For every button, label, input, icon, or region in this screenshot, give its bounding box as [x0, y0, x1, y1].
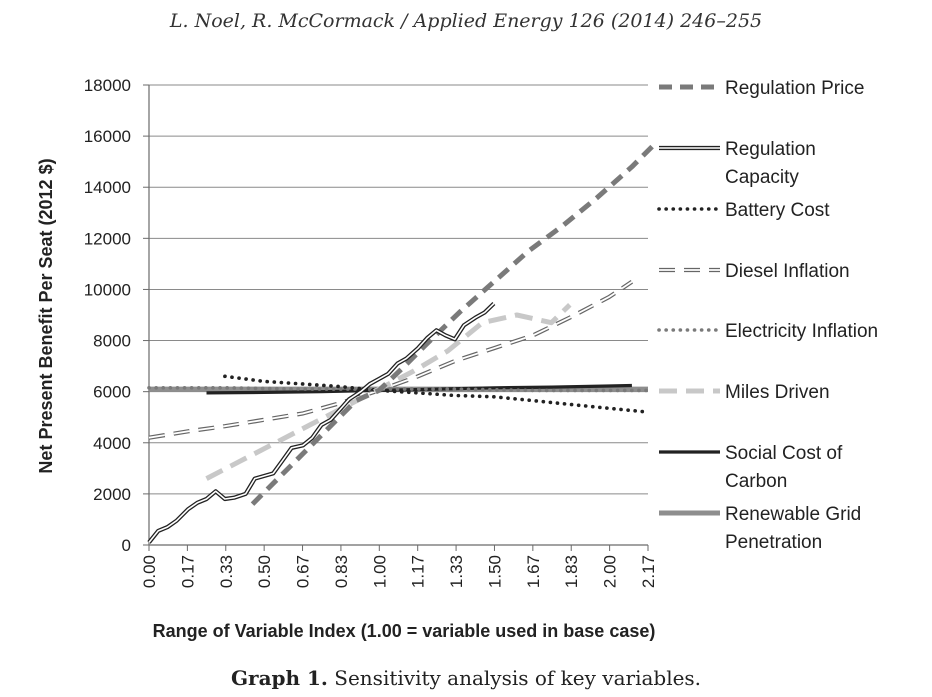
y-tick-label: 4000 [93, 434, 131, 453]
x-tick-label: 2.00 [601, 555, 620, 588]
x-tick-label: 0.00 [140, 555, 159, 588]
series-line-regulation-price [250, 142, 657, 506]
x-tick-label: 0.17 [178, 555, 197, 588]
x-tick-label: 1.33 [447, 555, 466, 588]
legend: Regulation Price Regulation Capacity Batter… [657, 78, 878, 553]
x-tick-label: 0.83 [332, 555, 351, 588]
legend-label: Regulation Price [725, 78, 864, 99]
y-tick-label: 6000 [93, 383, 131, 402]
x-tick-label: 1.67 [524, 555, 543, 588]
y-axis-title: Net Present Benefit Per Seat (2012 $) [36, 158, 56, 473]
x-tick-label: 1.17 [409, 555, 428, 588]
x-axis-title: Range of Variable Index (1.00 = variable… [153, 621, 656, 641]
x-tick-label: 0.50 [255, 555, 274, 588]
x-tick-label: 0.67 [294, 555, 313, 588]
series-line-diesel-inflation-inner [148, 281, 633, 439]
caption-label: Graph 1. [230, 666, 328, 690]
figure-caption: Graph 1. Sensitivity analysis of key var… [0, 666, 932, 690]
gridlines [149, 84, 648, 495]
x-tick-label: 1.50 [485, 555, 504, 588]
y-tick-label: 14000 [84, 178, 131, 197]
series-line-miles-driven [205, 303, 572, 481]
y-tick-labels: 0 2000 4000 6000 8000 10000 12000 14000 16000 180… [84, 76, 131, 555]
y-tick-label: 2000 [93, 485, 131, 504]
series-line-battery-cost [223, 374, 650, 414]
series-line-regulation-capacity-inner [148, 302, 495, 543]
series-line-regulation-capacity [147, 301, 496, 544]
legend-label: Capacity [725, 167, 799, 188]
legend-label: Electricity Inflation [725, 321, 878, 342]
series-lines [147, 142, 657, 544]
axes [143, 84, 649, 551]
x-tick-label: 0.33 [217, 555, 236, 588]
y-tick-label: 18000 [84, 76, 131, 95]
legend-label: Penetration [725, 532, 822, 553]
series-line-diesel-inflation [148, 280, 634, 440]
legend-label: Carbon [725, 471, 787, 492]
journal-citation: L. Noel, R. McCormack / Applied Energy 1… [169, 10, 763, 32]
x-tick-labels: 0.00 0.17 0.33 0.50 0.67 0.83 1.00 1.17 1.33 1.50… [140, 555, 658, 588]
y-tick-label: 16000 [84, 127, 131, 146]
legend-label: Renewable Grid [725, 504, 861, 525]
legend-label: Battery Cost [725, 200, 830, 221]
y-tick-label: 0 [122, 536, 131, 555]
y-tick-label: 8000 [93, 332, 131, 351]
series-line-social-cost-of-carbon [206, 383, 632, 395]
y-tick-label: 12000 [84, 229, 131, 248]
legend-label: Miles Driven [725, 382, 830, 403]
series-line-electricity-inflation [147, 386, 650, 393]
caption-text: Sensitivity analysis of key variables. [327, 666, 702, 690]
x-tick-label: 1.00 [370, 555, 389, 588]
legend-label: Diesel Inflation [725, 261, 850, 282]
x-tick-label: 1.83 [562, 555, 581, 588]
y-tick-label: 10000 [84, 280, 131, 299]
legend-label: Regulation [725, 139, 816, 160]
sensitivity-chart: 0 2000 4000 6000 8000 10000 12000 14000 16000 180… [36, 76, 878, 641]
x-tick-label: 2.17 [639, 555, 658, 588]
legend-label: Social Cost of [725, 443, 843, 464]
